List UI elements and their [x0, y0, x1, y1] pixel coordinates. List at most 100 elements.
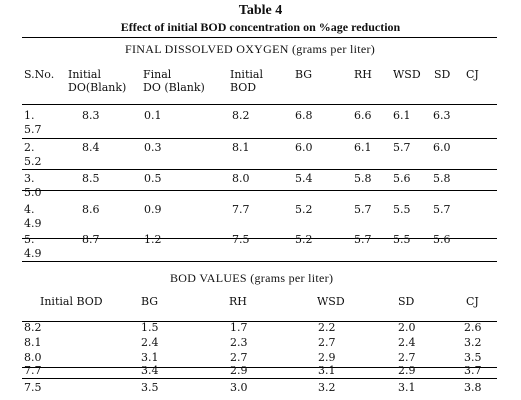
cell-initial-bod: 8.0 [232, 172, 250, 185]
cell-initial-bod: 8.2 [24, 321, 42, 334]
cell-cj: 3.2 [464, 336, 482, 349]
cell-bg: 5.2 [295, 233, 313, 246]
cell-initial-bod: 8.2 [232, 109, 250, 122]
table-subtitle: Effect of initial BOD concentration on %… [120, 20, 401, 34]
cell-sno: 4. [24, 203, 35, 216]
cell-rh: 5.7 [354, 233, 372, 246]
cell-sd: 2.7 [398, 351, 416, 364]
cell-initial-do: 8.3 [82, 109, 100, 122]
cell-bg: 3.1 [141, 351, 159, 364]
header-cj: CJ [466, 295, 479, 308]
cell-initial-bod: 8.1 [232, 141, 250, 154]
cell-final-do: 1.2 [144, 233, 162, 246]
cell-sno: 1. [24, 109, 35, 122]
cell-cj: 4.9 [24, 217, 42, 230]
cell-initial-do: 8.6 [82, 203, 100, 216]
cell-bg: 1.5 [141, 321, 159, 334]
cell-rh: 1.7 [230, 321, 248, 334]
cell-cj: 3.8 [464, 381, 482, 394]
cell-initial-bod: 8.0 [24, 351, 42, 364]
header-sd: SD [434, 68, 451, 81]
table-title: Table 4 [238, 3, 283, 18]
cell-wsd: 2.9 [318, 351, 336, 364]
cell-wsd: 3.2 [318, 381, 336, 394]
cell-initial-do: 8.4 [82, 141, 100, 154]
row-divider [22, 378, 497, 379]
header-bg: BG [295, 68, 313, 81]
cell-sno: 3. [24, 172, 35, 185]
cell-wsd: 5.5 [393, 203, 411, 216]
cell-rh: 5.8 [354, 172, 372, 185]
cell-initial-bod: 7.7 [232, 203, 250, 216]
cell-final-do: 0.1 [144, 109, 162, 122]
cell-cj: 3.5 [464, 351, 482, 364]
cell-bg: 5.4 [295, 172, 313, 185]
cell-rh: 3.0 [230, 381, 248, 394]
cell-bg: 5.2 [295, 203, 313, 216]
cell-bg: 6.0 [295, 141, 313, 154]
cell-sd: 6.0 [433, 141, 451, 154]
cell-wsd: 6.1 [393, 109, 411, 122]
cell-sd: 5.6 [433, 233, 451, 246]
cell-wsd: 5.5 [393, 233, 411, 246]
row-divider [22, 138, 497, 139]
row-divider [22, 169, 497, 170]
cell-initial-do: 8.5 [82, 172, 100, 185]
header-cj: CJ [466, 68, 479, 81]
header-rh: RH [354, 68, 372, 81]
section2-caption: BOD VALUES (grams per liter) [170, 271, 334, 285]
cell-sd: 6.3 [433, 109, 451, 122]
cell-cj: 2.6 [464, 321, 482, 334]
row-divider [22, 238, 497, 239]
cell-cj: 5.2 [24, 155, 42, 168]
cell-sd: 5.7 [433, 203, 451, 216]
cell-final-do: 0.3 [144, 141, 162, 154]
cell-bg: 3.5 [141, 381, 159, 394]
cell-rh: 2.9 [230, 364, 248, 377]
cell-bg: 3.4 [141, 364, 159, 377]
header-sno: S.No. [24, 68, 55, 81]
cell-sd: 5.8 [433, 172, 451, 185]
cell-bg: 2.4 [141, 336, 159, 349]
cell-wsd: 5.7 [393, 141, 411, 154]
cell-initial-bod: 7.5 [24, 381, 42, 394]
header-initial-do-line1: Initial [68, 68, 101, 81]
header-bg: BG [141, 295, 159, 308]
cell-sd: 2.4 [398, 336, 416, 349]
row-divider [22, 190, 497, 191]
header-final-do-line1: Final [143, 68, 172, 81]
cell-cj: 4.9 [24, 247, 42, 260]
header-wsd: WSD [317, 295, 345, 308]
cell-rh: 5.7 [354, 203, 372, 216]
cell-wsd: 3.1 [318, 364, 336, 377]
cell-rh: 6.1 [354, 141, 372, 154]
cell-initial-bod: 7.5 [232, 233, 250, 246]
cell-rh: 2.3 [230, 336, 248, 349]
cell-bg: 6.8 [295, 109, 313, 122]
cell-initial-bod: 8.1 [24, 336, 42, 349]
cell-rh: 6.6 [354, 109, 372, 122]
cell-cj: 3.7 [464, 364, 482, 377]
cell-sno: 5. [24, 233, 35, 246]
cell-sd: 2.9 [398, 364, 416, 377]
cell-initial-bod: 7.7 [24, 364, 42, 377]
cell-sd: 3.1 [398, 381, 416, 394]
top-rule [22, 37, 497, 38]
header-sd: SD [398, 295, 415, 308]
header-initial-bod: Initial BOD [40, 295, 103, 308]
cell-final-do: 0.5 [144, 172, 162, 185]
cell-wsd: 2.7 [318, 336, 336, 349]
section1-header-rule [22, 104, 497, 105]
section1-caption: FINAL DISSOLVED OXYGEN (grams per liter) [125, 42, 376, 56]
cell-cj: 5.7 [24, 123, 42, 136]
cell-initial-do: 8.7 [82, 233, 100, 246]
section2-header-rule [22, 321, 497, 322]
section1-bottom-rule [22, 261, 497, 262]
header-initial-bod-line2: BOD [230, 81, 257, 94]
cell-final-do: 0.9 [144, 203, 162, 216]
cell-wsd: 2.2 [318, 321, 336, 334]
cell-rh: 2.7 [230, 351, 248, 364]
cell-cj: 5.0 [24, 186, 42, 199]
header-final-do-line2: DO (Blank) [143, 81, 205, 94]
cell-sno: 2. [24, 141, 35, 154]
